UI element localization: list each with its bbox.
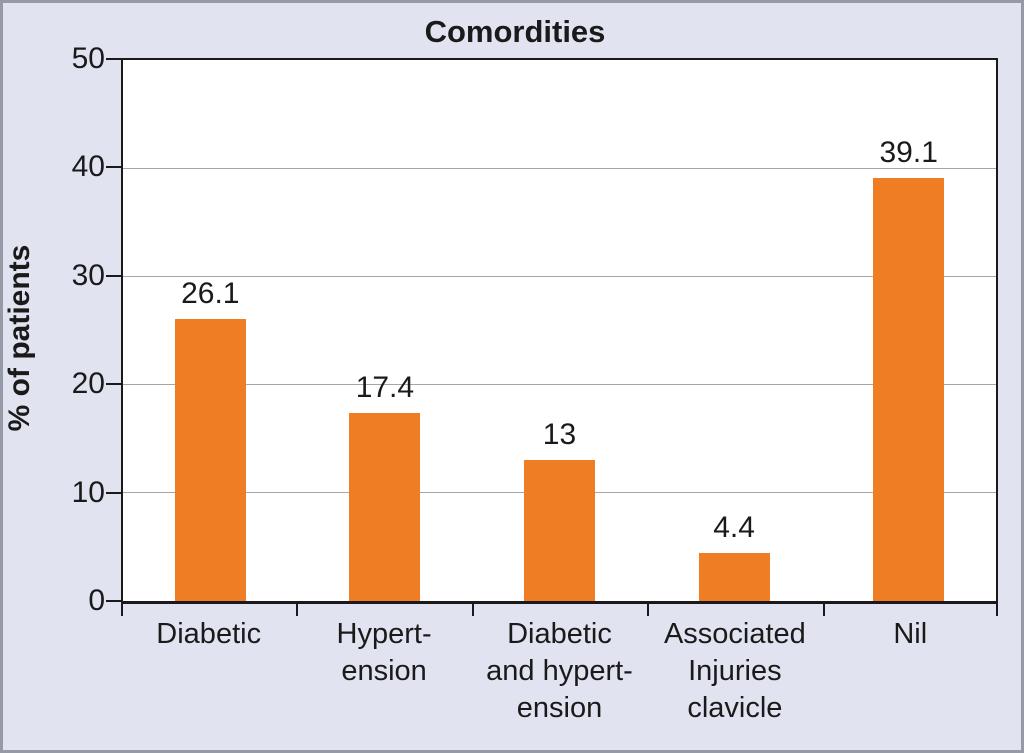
bar — [698, 553, 770, 601]
y-tick-mark-10 — [106, 491, 121, 494]
x-tick-mark-4 — [822, 603, 825, 616]
x-tick-mark-0 — [121, 603, 123, 616]
y-tick-mark-50 — [106, 58, 121, 60]
bar-slot-3: 4.4 — [647, 60, 822, 601]
y-tick-label-0: 0 — [88, 584, 105, 617]
bar — [174, 318, 246, 601]
x-tick-mark-1 — [296, 603, 299, 616]
y-tick-label-30: 30 — [71, 258, 105, 292]
y-tick-mark-20 — [106, 383, 121, 386]
gridline-20 — [123, 384, 996, 386]
category-label-3: Associated Injuries clavicle — [647, 616, 822, 727]
x-tick-mark-2 — [471, 603, 474, 616]
chart-title: Comordities — [424, 14, 606, 49]
category-label-line: Associated — [663, 618, 806, 650]
category-label-2: Diabetic and hypert-ension — [472, 616, 647, 727]
bar-slot-1: 17.4 — [298, 60, 473, 601]
bar-value-label: 17.4 — [355, 370, 415, 404]
category-label-line: Injuries — [688, 655, 782, 687]
bar — [349, 412, 421, 601]
bar-value-label: 39.1 — [879, 135, 938, 169]
category-label-line: and hypert- — [486, 655, 633, 687]
y-tick-label-10: 10 — [71, 475, 105, 509]
gridline-40 — [123, 167, 996, 169]
y-tick-label-20: 20 — [71, 367, 105, 401]
category-label-line: ension — [341, 655, 427, 687]
category-label-line: clavicle — [687, 692, 783, 724]
bar-slot-4: 39.1 — [821, 60, 996, 601]
bar-value-label: 4.4 — [713, 511, 755, 545]
category-label-line: ension — [516, 692, 603, 724]
plot-area: 26.1 17.4 13 4.4 39.1 — [121, 58, 998, 604]
category-label-line: Hypert- — [336, 618, 432, 650]
category-label-line: Diabetic — [156, 618, 262, 650]
bar-value-label: 13 — [542, 418, 577, 452]
y-tick-label-50: 50 — [71, 42, 105, 75]
bar — [873, 177, 945, 601]
category-label-4: Nil — [823, 616, 998, 653]
gridline-30 — [123, 275, 996, 277]
x-tick-mark-5 — [996, 603, 998, 616]
x-tick-mark-3 — [647, 603, 650, 616]
bar — [523, 460, 595, 601]
category-label-0: Diabetic — [121, 616, 296, 653]
y-tick-mark-0 — [106, 600, 121, 602]
bar-slot-0: 26.1 — [123, 60, 298, 601]
bar-slot-2: 13 — [472, 60, 647, 601]
y-tick-mark-40 — [106, 166, 121, 169]
category-label-line: Nil — [893, 618, 928, 650]
y-tick-label-40: 40 — [71, 150, 105, 184]
category-label-1: Hypert-ension — [296, 616, 471, 690]
category-label-line: Diabetic — [507, 618, 612, 650]
y-tick-mark-30 — [106, 274, 121, 277]
bar-value-label: 26.1 — [181, 276, 240, 310]
